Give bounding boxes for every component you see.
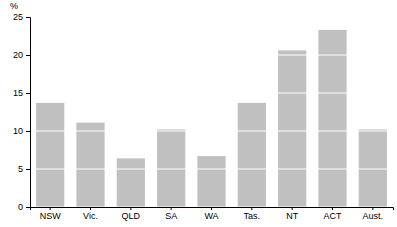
y-tick-mark xyxy=(26,169,30,170)
y-tick: 5 xyxy=(18,164,30,174)
bar xyxy=(36,103,64,207)
bars xyxy=(36,30,387,207)
x-tick: WA xyxy=(204,207,218,221)
x-tick-mark xyxy=(171,207,172,210)
y-tick-mark xyxy=(26,131,30,132)
x-tick-mark xyxy=(251,207,252,210)
x-tick-mark xyxy=(332,207,333,210)
bar xyxy=(76,123,104,207)
y-tick: 15 xyxy=(13,88,30,98)
x-axis: NSW Vic. QLD SA WA Tas. NT ACT Aust. xyxy=(31,207,394,221)
grid xyxy=(30,17,393,207)
x-tick-label: NSW xyxy=(40,211,62,221)
x-tick-label: Vic. xyxy=(83,211,98,221)
x-tick: Vic. xyxy=(83,207,98,221)
y-tick-mark xyxy=(26,55,30,56)
y-tick-mark xyxy=(26,93,30,94)
chart: 0 5 10 15 20 25 NSW Vic. QLD SA WA Tas. NT ACT Aust.% xyxy=(0,0,397,227)
x-tick: QLD xyxy=(122,207,141,221)
y-tick-label: 0 xyxy=(18,202,23,212)
y-tick: 25 xyxy=(13,12,30,22)
grid-line xyxy=(30,93,393,94)
bar xyxy=(278,50,306,207)
x-tick: NSW xyxy=(40,207,62,221)
grid-line xyxy=(30,55,393,56)
x-tick-label: WA xyxy=(204,211,218,221)
y-tick-label: 15 xyxy=(13,88,23,98)
x-tick: Tas. xyxy=(244,207,261,221)
x-tick-label: QLD xyxy=(122,211,141,221)
y-tick: 10 xyxy=(13,126,30,136)
x-tick-label: SA xyxy=(165,211,177,221)
x-tick-label: Aust. xyxy=(363,211,384,221)
x-tick: SA xyxy=(165,207,177,221)
y-axis-title: % xyxy=(10,1,18,11)
y-tick-label: 25 xyxy=(13,12,23,22)
bar xyxy=(117,158,145,207)
x-axis-line xyxy=(31,208,394,211)
y-tick-label: 5 xyxy=(18,164,23,174)
x-tick-mark xyxy=(130,207,131,210)
y-tick: 20 xyxy=(13,50,30,60)
y-tick-mark xyxy=(26,17,30,18)
x-tick-mark xyxy=(90,207,91,210)
grid-line xyxy=(30,169,393,170)
x-tick: ACT xyxy=(324,207,343,221)
plot: 0 5 10 15 20 25 NSW Vic. QLD SA WA Tas. NT ACT Aust. xyxy=(13,12,394,221)
x-tick: Aust. xyxy=(363,207,384,221)
x-tick-label: NT xyxy=(286,211,298,221)
bar xyxy=(359,129,387,207)
y-tick-label: 10 xyxy=(13,126,23,136)
y-axis: 0 5 10 15 20 25 xyxy=(13,12,31,212)
x-tick: NT xyxy=(286,207,298,221)
y-tick-mark xyxy=(26,207,30,208)
x-tick-mark xyxy=(211,207,212,210)
y-axis-line xyxy=(26,18,31,208)
x-tick-label: ACT xyxy=(324,211,343,221)
x-tick-mark xyxy=(372,207,373,210)
bar xyxy=(238,103,266,207)
x-tick-mark xyxy=(50,207,51,210)
grid-line xyxy=(30,17,393,18)
x-tick-label: Tas. xyxy=(244,211,261,221)
bar xyxy=(157,129,185,207)
x-tick-mark xyxy=(292,207,293,210)
y-tick-label: 20 xyxy=(13,50,23,60)
grid-line xyxy=(30,131,393,132)
y-tick: 0 xyxy=(18,202,30,212)
bar xyxy=(197,156,225,207)
bar xyxy=(318,30,346,207)
